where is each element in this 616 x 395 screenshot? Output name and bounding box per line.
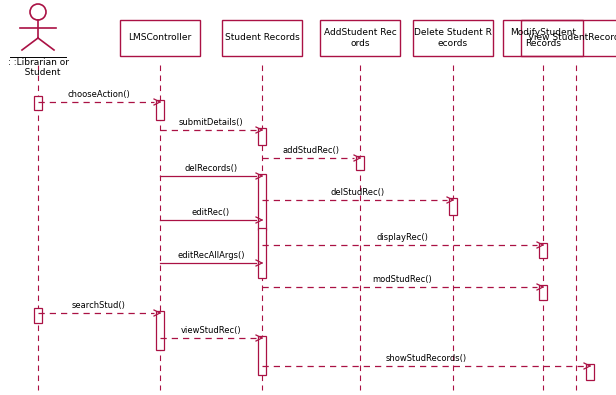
Bar [258,336,266,375]
Text: delStudRec(): delStudRec() [330,188,384,197]
Bar [503,20,583,56]
Bar [320,20,400,56]
Text: : :Librarian or
   Student: : :Librarian or Student [7,58,68,77]
Text: LMSController: LMSController [128,34,192,43]
Bar [258,228,266,278]
Bar [258,174,266,230]
Text: chooseAction(): chooseAction() [68,90,131,99]
Bar [120,20,200,56]
Text: editRec(): editRec() [192,208,230,217]
Bar [521,20,616,56]
Bar [222,20,302,56]
Bar [156,100,164,120]
Bar [34,96,42,110]
Bar [356,156,364,170]
Bar [34,308,42,323]
Text: addStudRec(): addStudRec() [283,146,339,155]
Bar [156,311,164,350]
Text: AddStudent Rec
ords: AddStudent Rec ords [323,28,396,48]
Bar [258,128,266,145]
Text: delRecords(): delRecords() [184,164,238,173]
Bar [413,20,493,56]
Text: editRecAllArgs(): editRecAllArgs() [177,251,245,260]
Text: modStudRec(): modStudRec() [373,275,432,284]
Text: viewStudRec(): viewStudRec() [180,326,241,335]
Bar [449,198,457,215]
Bar [586,364,594,380]
Text: showStudRecords(): showStudRecords() [386,354,466,363]
Text: searchStud(): searchStud() [72,301,126,310]
Text: submitDetails(): submitDetails() [179,118,243,127]
Bar [539,285,547,300]
Text: Student Records: Student Records [225,34,299,43]
Text: ModifyStudent
Records: ModifyStudent Records [510,28,576,48]
Text: View StudentRecords: View StudentRecords [528,34,616,43]
Text: displayRec(): displayRec() [376,233,429,242]
Text: Delete Student R
ecords: Delete Student R ecords [414,28,492,48]
Bar [539,243,547,258]
